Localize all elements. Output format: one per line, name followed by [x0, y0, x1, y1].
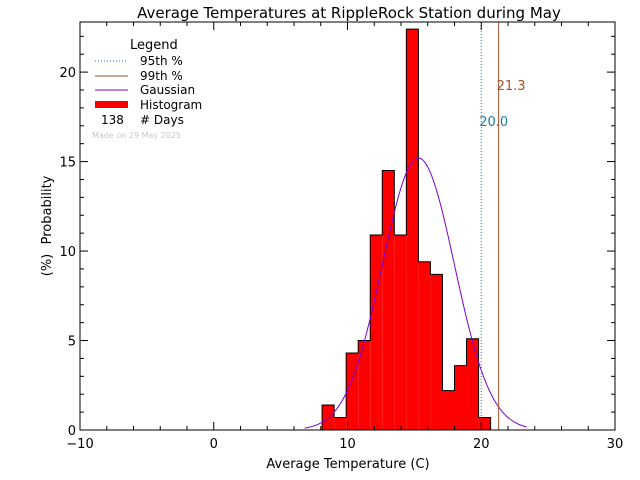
y-tick-label: 15: [59, 156, 76, 171]
y-tick-label: 0: [68, 424, 76, 439]
histogram-bar-7: [406, 29, 419, 430]
percentile-lines: 20.0 21.3: [479, 22, 526, 430]
histogram-bar-4: [370, 234, 383, 430]
x-axis-ticks: −10 0 10 20 30: [66, 22, 623, 452]
x-axis-label: Average Temperature (C): [266, 457, 429, 472]
chart-title: Average Temperatures at RippleRock Stati…: [137, 4, 561, 22]
histogram-bar-1: [334, 417, 347, 430]
legend-day-count-label: # Days: [140, 113, 184, 127]
histogram-bar-13: [478, 417, 491, 430]
percentile-label-95th: 20.0: [479, 115, 508, 130]
histogram-bar-8: [418, 261, 431, 430]
y-tick-label: 20: [59, 66, 76, 81]
histogram-bar-12: [466, 338, 479, 430]
histogram-bar-5: [382, 170, 395, 431]
gaussian-curve-group: [304, 157, 527, 429]
histogram-bar-6: [394, 234, 407, 430]
histogram-bar-10: [442, 390, 455, 430]
y-tick-label: 10: [59, 245, 76, 260]
y-tick-label: 5: [68, 335, 76, 350]
legend-label-gaussian: Gaussian: [140, 83, 195, 97]
y-axis-label-bottom: (%): [40, 254, 55, 277]
y-axis-ticks: 0 5 10 15 20: [59, 35, 615, 439]
x-tick-label: −10: [66, 437, 93, 452]
x-tick-label: 0: [210, 437, 218, 452]
percentile-label-99th: 21.3: [497, 79, 526, 94]
legend: Legend 95th % 99th % Gaussian Histogram …: [92, 38, 202, 140]
legend-label-histogram: Histogram: [140, 98, 202, 112]
histogram-bar-3: [358, 340, 371, 430]
legend-day-count: 138: [101, 113, 124, 127]
histogram-bar-2: [346, 353, 359, 430]
made-on-note: Made on 29 May 2025: [92, 131, 181, 140]
x-tick-label: 30: [607, 437, 624, 452]
legend-label-95th: 95th %: [140, 54, 183, 68]
legend-title: Legend: [130, 38, 178, 53]
histogram-outline: [321, 28, 492, 430]
x-tick-label: 20: [473, 437, 490, 452]
x-tick-label: 10: [339, 437, 356, 452]
y-axis-label-top: Probability: [40, 175, 55, 244]
histogram-bar-9: [430, 274, 443, 430]
legend-swatch-histogram: [95, 101, 128, 108]
histogram-bar-11: [454, 365, 467, 430]
gaussian-curve: [304, 157, 527, 429]
legend-label-99th: 99th %: [140, 69, 183, 83]
